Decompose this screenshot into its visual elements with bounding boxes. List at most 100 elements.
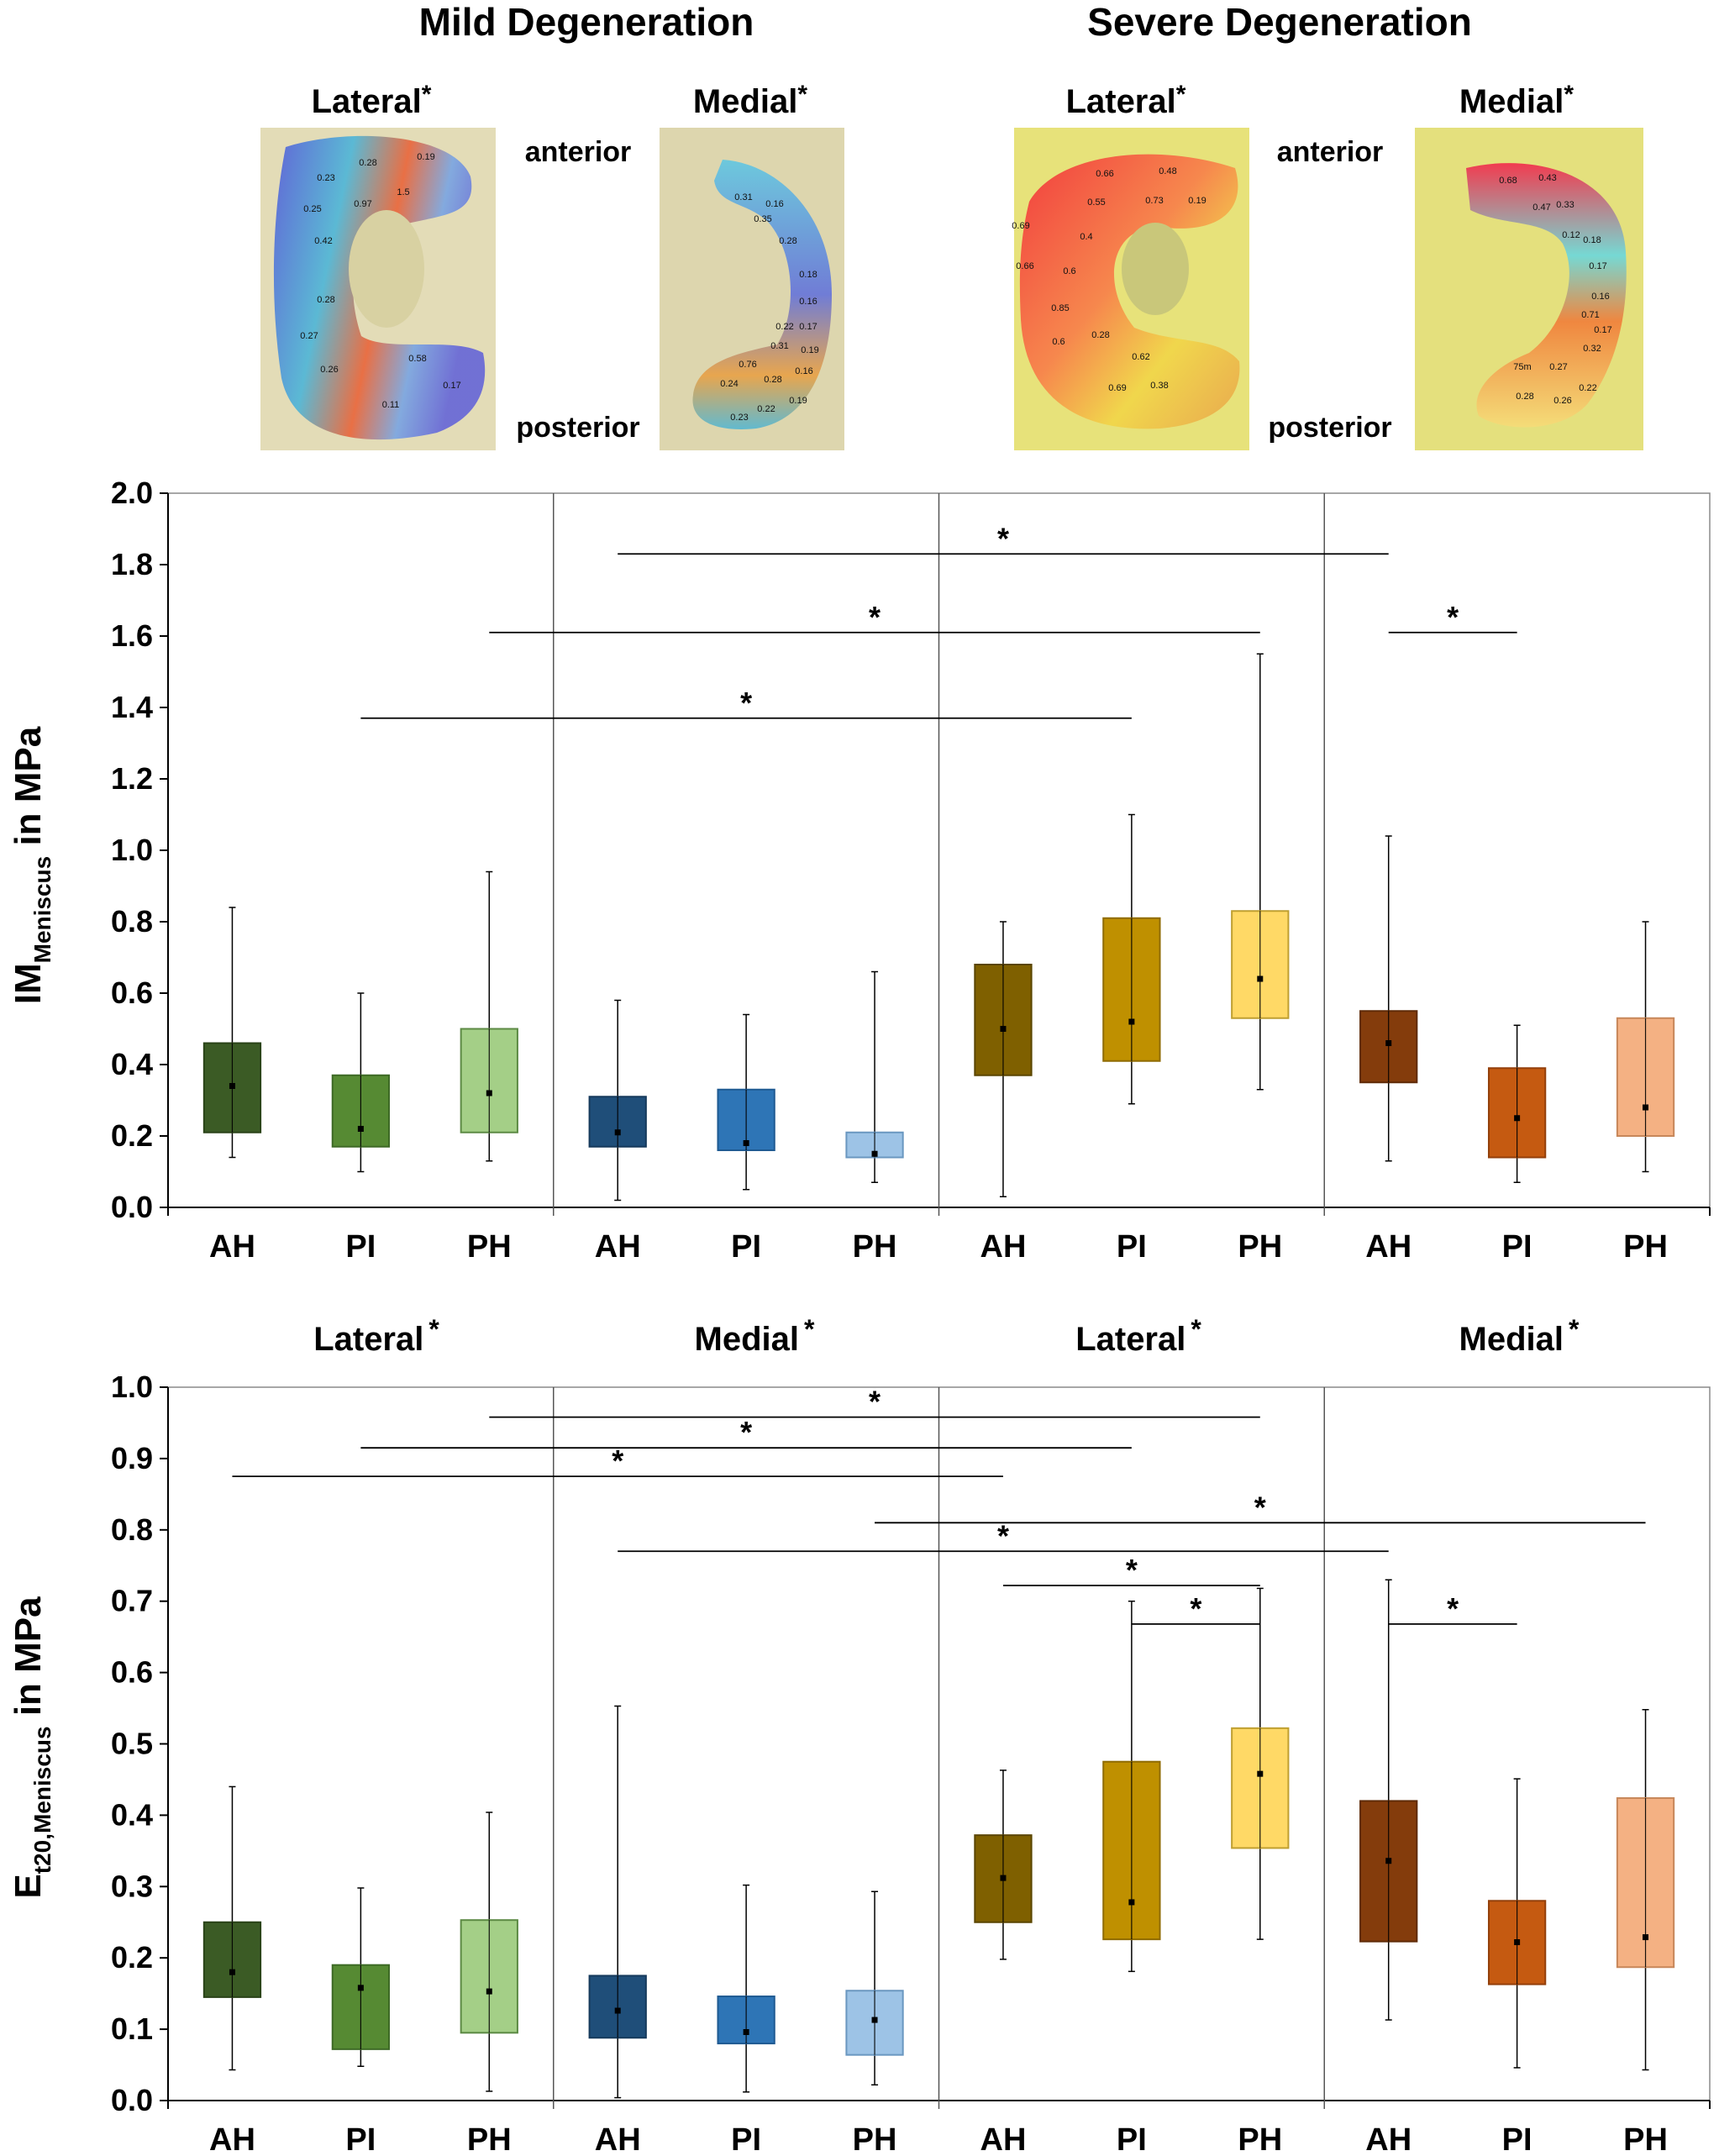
photo-severe-medial-values: 0.68 0.43 0.47 0.33 0.12 0.18 0.17 0.16 0.71 0.17… [1499, 173, 1611, 406]
median-marker [229, 1083, 235, 1089]
photo-value-label: 0.32 [1583, 344, 1601, 354]
y-tick-label: 0.8 [111, 904, 153, 939]
median-marker [614, 1129, 621, 1136]
photo-value-label: 0.19 [1188, 196, 1206, 206]
x-category-label: PH [853, 1229, 897, 1265]
significance-star: * [997, 1518, 1009, 1553]
median-marker [1385, 1858, 1392, 1864]
photo-mild-lateral-meniscus-map [273, 135, 486, 440]
photo-value-label: 0.4 [1080, 232, 1092, 242]
photo-value-label: 0.17 [1594, 325, 1611, 335]
x-category-label: PI [1502, 2122, 1532, 2156]
photo-value-label: 0.31 [770, 341, 788, 351]
median-marker [486, 1090, 492, 1096]
significance-star: * [1447, 1591, 1459, 1626]
photo-severe-lateral-meniscus-map [1019, 154, 1240, 429]
group-label: Medial * [695, 1314, 815, 1358]
chart-im-meniscus: IMMeniscus in MPa 0.0 0.2 0.4 0.6 0.8 1.0 1.2 1… [8, 476, 1711, 1265]
median-marker [357, 1126, 364, 1132]
x-category-label: AH [980, 2122, 1027, 2156]
median-marker [743, 2028, 749, 2035]
photo-value-label: 0.71 [1581, 310, 1599, 320]
median-marker [357, 1985, 364, 1991]
photo-value-label: 0.23 [730, 413, 748, 423]
photo-value-label: 0.11 [382, 400, 400, 410]
photo-value-label: 0.16 [795, 366, 812, 376]
photo-severe-lateral-title: Lateral* [1066, 81, 1186, 120]
y-tick-label: 0.8 [111, 1512, 153, 1547]
x-category-label: AH [1365, 2122, 1411, 2156]
photo-value-label: 0.22 [1579, 383, 1596, 393]
photo-value-label: 0.19 [789, 396, 807, 406]
photo-value-label: 0.27 [300, 331, 318, 341]
group-label: Medial * [1459, 1314, 1580, 1358]
y-tick-label: 1.0 [111, 833, 153, 867]
median-marker [871, 1150, 878, 1157]
chart1-ylabel: IMMeniscus in MPa [8, 726, 55, 1004]
x-category-label: PI [1117, 1229, 1147, 1265]
median-marker [1643, 1934, 1649, 1941]
x-category-label: AH [209, 1229, 255, 1265]
median-marker [1257, 975, 1264, 982]
median-marker [1385, 1040, 1392, 1046]
photo-value-label: 0.85 [1051, 303, 1069, 313]
y-tick-label: 1.6 [111, 618, 153, 653]
median-marker [1000, 1026, 1007, 1032]
photo-value-label: 0.16 [1591, 292, 1609, 302]
x-category-label: PI [1502, 1229, 1532, 1265]
significance-star: * [1190, 1591, 1201, 1626]
photo-value-label: 0.66 [1016, 261, 1033, 271]
chart-et20-meniscus: Et20,Meniscus in MPa 0.00.10.20.30.40.50… [8, 1314, 1711, 2156]
median-marker [229, 1969, 235, 1975]
label-anterior-mild: anterior [525, 136, 632, 168]
photo-mild-medial-values: 0.31 0.16 0.35 0.28 0.18 0.16 0.22 0.17 0.31 0.19… [720, 192, 818, 423]
photo-value-label: 1.5 [397, 187, 409, 197]
median-marker [743, 1140, 749, 1146]
significance-star: * [869, 600, 881, 634]
photo-value-label: 0.17 [1589, 261, 1606, 271]
photo-value-label: 0.18 [1583, 235, 1601, 245]
median-marker [1257, 1770, 1264, 1777]
photo-value-label: 0.19 [417, 152, 434, 162]
photo-value-label: 75m [1513, 362, 1531, 372]
photo-value-label: 0.69 [1012, 221, 1029, 231]
photo-mild-lateral-tibia [349, 210, 424, 328]
photo-value-label: 0.43 [1538, 173, 1556, 183]
x-category-label: PH [1623, 1229, 1668, 1265]
photo-value-label: 0.22 [757, 404, 775, 414]
photo-value-label: 0.28 [1091, 330, 1109, 340]
significance-star: * [740, 1415, 752, 1449]
photo-value-label: 0.42 [314, 236, 332, 246]
photo-value-label: 0.27 [1549, 362, 1567, 372]
y-tick-label: 0.0 [111, 2083, 153, 2117]
photo-value-label: 0.28 [1516, 392, 1533, 402]
median-marker [1128, 1899, 1135, 1906]
group-label: Lateral * [1075, 1314, 1201, 1358]
y-tick-label: 0.0 [111, 1190, 153, 1224]
median-marker [1514, 1939, 1521, 1946]
label-anterior-severe: anterior [1277, 136, 1384, 168]
photo-value-label: 0.16 [765, 199, 783, 209]
photo-value-label: 0.97 [354, 199, 371, 209]
x-category-label: PH [1238, 1229, 1282, 1265]
x-category-label: PH [1623, 2122, 1668, 2156]
header-severe-degeneration: Severe Degeneration [1087, 0, 1472, 44]
chart1-plot: 0.0 0.2 0.4 0.6 0.8 1.0 1.2 1.4 1.6 1.8 2.0 AH PI PH A… [111, 476, 1711, 1265]
y-tick-label: 1.8 [111, 547, 153, 581]
photo-value-label: 0.28 [764, 375, 781, 385]
x-category-label: PH [467, 1229, 512, 1265]
photo-value-label: 0.6 [1052, 337, 1065, 347]
median-marker [1643, 1104, 1649, 1111]
significance-star: * [1447, 600, 1459, 634]
significance-star: * [740, 686, 752, 720]
photo-value-label: 0.68 [1499, 176, 1517, 186]
x-category-label: PI [345, 2122, 376, 2156]
photo-mild-medial-meniscus-map [692, 160, 832, 429]
photo-value-label: 0.28 [317, 295, 334, 305]
photo-value-label: 0.12 [1562, 230, 1580, 240]
photo-value-label: 0.16 [799, 297, 817, 307]
median-marker [614, 2007, 621, 2014]
photo-value-label: 0.69 [1108, 383, 1126, 393]
photo-value-label: 0.24 [720, 379, 738, 389]
median-marker [1000, 1875, 1007, 1881]
